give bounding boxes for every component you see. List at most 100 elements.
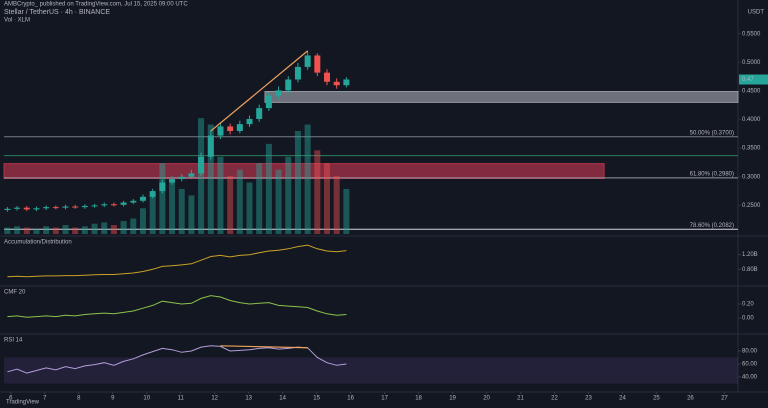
volume-legend: Vol · XLM: [4, 18, 30, 24]
candle-body: [130, 200, 137, 203]
candle-body: [120, 202, 127, 205]
candle-body: [101, 204, 108, 206]
volume-bar: [130, 218, 137, 234]
candle-body: [110, 204, 117, 206]
candle-body: [304, 55, 311, 67]
x-tick-label: 17: [381, 396, 388, 402]
volume-bar: [304, 124, 311, 234]
y-tick-label: 0.3000: [742, 174, 761, 180]
y-tick-label: 1.20B: [742, 252, 758, 258]
volume-bar: [217, 156, 224, 234]
candle-body: [207, 135, 214, 157]
x-tick-label: 15: [313, 396, 320, 402]
volume-bar: [323, 163, 330, 234]
candle-body: [236, 124, 243, 131]
volume-bar: [120, 221, 127, 234]
volume-bar: [333, 176, 340, 234]
candle-body: [314, 55, 321, 73]
volume-bar: [4, 227, 11, 234]
x-tick-label: 18: [415, 396, 422, 402]
x-tick-label: 24: [619, 396, 626, 402]
level-label: 78.60% (0.2082): [690, 223, 734, 229]
candle-body: [294, 66, 301, 80]
candle-body: [43, 207, 50, 209]
candle-body: [246, 118, 253, 125]
candle-body: [62, 206, 69, 208]
volume-bar: [14, 226, 21, 234]
volume-bar: [23, 227, 30, 234]
indicator-line: [7, 345, 347, 374]
candle-body: [285, 79, 292, 91]
publisher: AMBCrypto_ published on TradingView.com,…: [4, 2, 188, 8]
volume-bar: [33, 228, 40, 234]
symbol: Stellar / TetherUS · 4h · BINANCE: [4, 9, 110, 16]
y-tick-label: 60.00: [742, 362, 758, 368]
pane-legend: Accumulation/Distribution: [4, 240, 72, 246]
indicator-line: [7, 244, 347, 278]
volume-bar: [139, 208, 146, 234]
volume-bar: [246, 182, 253, 234]
y-tick-label: 0.4000: [742, 117, 761, 123]
candle-body: [169, 179, 176, 183]
candle-body: [323, 72, 330, 82]
volume-bar: [159, 163, 166, 234]
y-tick-label: 0.5500: [742, 31, 761, 37]
candle-body: [227, 126, 234, 131]
candle-body: [72, 206, 79, 208]
volume-bar: [101, 222, 108, 234]
candle-body: [217, 126, 224, 136]
y-tick-label: 0.20: [742, 302, 754, 308]
volume-bar: [227, 176, 234, 234]
candle-body: [14, 207, 21, 209]
candle-body: [343, 79, 350, 86]
y-tick-label: 80.00: [742, 349, 758, 355]
volume-bar: [91, 223, 98, 234]
x-tick-label: 8: [77, 396, 81, 402]
volume-bar: [81, 226, 88, 234]
volume-bar: [52, 227, 59, 234]
x-tick-label: 6: [9, 396, 13, 402]
y-tick-label: 0.00: [742, 316, 754, 322]
volume-bar: [169, 182, 176, 234]
zone: [3, 163, 605, 179]
x-tick-label: 21: [517, 396, 524, 402]
volume-bar: [62, 224, 69, 234]
candle-body: [81, 205, 88, 208]
x-tick-label: 13: [245, 396, 252, 402]
x-tick-label: 20: [483, 396, 490, 402]
x-tick-label: 27: [721, 396, 728, 402]
x-tick-label: 25: [653, 396, 660, 402]
volume-bar: [236, 169, 243, 234]
x-tick-label: 19: [449, 396, 456, 402]
y-tick-label: 0.4500: [742, 89, 761, 95]
volume-bar: [275, 169, 282, 234]
volume-bar: [178, 188, 185, 234]
candle-body: [256, 108, 263, 119]
x-tick-label: 23: [585, 396, 592, 402]
trendline: [220, 345, 308, 349]
volume-bar: [72, 227, 79, 234]
candle-body: [52, 207, 59, 209]
volume-bar: [265, 143, 272, 234]
candle-body: [33, 208, 40, 210]
candle-body: [188, 173, 195, 177]
x-tick-label: 9: [111, 396, 115, 402]
x-tick-label: 16: [347, 396, 354, 402]
x-tick-label: 11: [178, 396, 185, 402]
volume-bar: [343, 188, 350, 234]
x-tick-label: 14: [279, 396, 286, 402]
indicator-line: [7, 295, 347, 318]
x-tick-label: 7: [43, 396, 47, 402]
y-tick-label: 40.00: [742, 375, 758, 381]
volume-bar: [110, 224, 117, 234]
volume-bar: [188, 195, 195, 234]
volume-bar: [285, 156, 292, 234]
level-label: 50.00% (0.3700): [690, 130, 734, 136]
brand: TradingView: [6, 400, 40, 406]
candle-body: [4, 208, 11, 210]
volume-bar: [43, 226, 50, 234]
pane-legend: CMF 20: [4, 290, 26, 296]
y-tick-label: 0.2500: [742, 203, 761, 209]
